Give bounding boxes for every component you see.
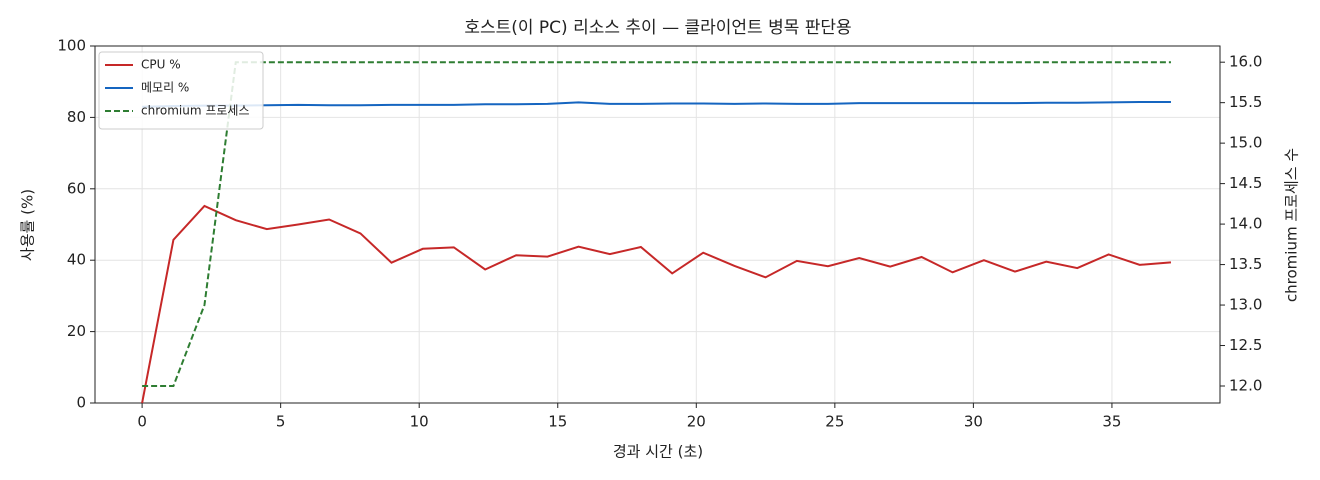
- x-tick-label: 25: [825, 413, 844, 431]
- y-tick-label: 0: [76, 394, 86, 412]
- y2-tick-label: 13.0: [1229, 296, 1262, 314]
- y2-tick-label: 16.0: [1229, 53, 1262, 71]
- y2-tick-label: 12.5: [1229, 336, 1262, 354]
- y2-tick-label: 12.0: [1229, 377, 1262, 395]
- y2-tick-label: 15.5: [1229, 93, 1262, 111]
- x-tick-label: 0: [137, 413, 147, 431]
- legend-label: CPU %: [141, 58, 181, 72]
- y-axis-label: 사용률 (%): [19, 189, 37, 261]
- y-tick-label: 20: [67, 322, 86, 340]
- y-tick-label: 100: [57, 37, 86, 55]
- y2-tick-label: 13.5: [1229, 255, 1262, 273]
- x-tick-label: 15: [548, 413, 567, 431]
- y2-tick-label: 14.5: [1229, 174, 1262, 192]
- x-tick-label: 20: [687, 413, 706, 431]
- y-tick-label: 60: [67, 179, 86, 197]
- legend-box: [98, 51, 264, 130]
- legend-label: chromium 프로세스: [141, 104, 250, 118]
- y2-tick-label: 14.0: [1229, 215, 1262, 233]
- y2-axis-label: chromium 프로세스 수: [1283, 148, 1301, 302]
- chart-title: 호스트(이 PC) 리소스 추이 — 클라이언트 병목 판단용: [464, 18, 851, 38]
- x-axis-label: 경과 시간 (초): [613, 443, 703, 461]
- x-tick-label: 10: [410, 413, 429, 431]
- plot-frame: [94, 45, 1221, 404]
- series-line: [141, 204, 1172, 404]
- x-tick-label: 35: [1102, 413, 1121, 431]
- series-line: [142, 61, 1171, 387]
- y-tick-label: 40: [67, 251, 86, 269]
- x-tick-label: 5: [276, 413, 286, 431]
- legend-label: 메모리 %: [141, 81, 189, 95]
- y2-tick-label: 15.0: [1229, 134, 1262, 152]
- series-line: [142, 101, 1171, 108]
- y-tick-label: 80: [67, 108, 86, 126]
- x-tick-label: 30: [964, 413, 983, 431]
